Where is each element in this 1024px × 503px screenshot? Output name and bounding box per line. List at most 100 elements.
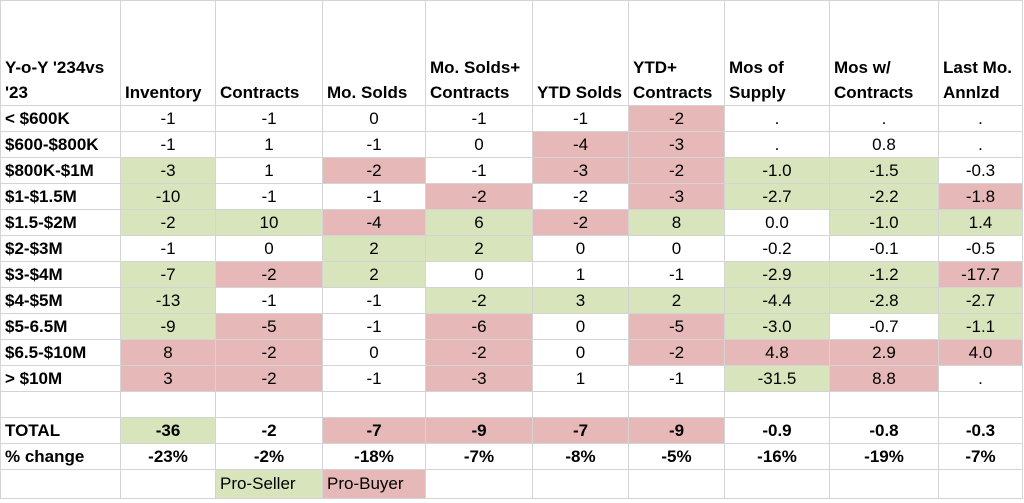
empty-cell xyxy=(120,469,216,499)
data-cell: -19% xyxy=(829,443,939,470)
data-cell: -3 xyxy=(532,157,629,184)
data-cell: 1 xyxy=(215,157,323,184)
data-cell: 2 xyxy=(322,235,426,262)
data-cell: 4.8 xyxy=(724,339,830,366)
data-cell: -0.1 xyxy=(829,235,939,262)
data-cell: -9 xyxy=(628,417,725,444)
data-cell: -2 xyxy=(215,365,323,392)
data-cell: -7 xyxy=(532,417,629,444)
empty-cell xyxy=(532,469,629,499)
data-cell: 0.0 xyxy=(724,209,830,236)
data-cell: 10 xyxy=(215,209,323,236)
data-cell: -5 xyxy=(628,313,725,340)
data-cell: -7 xyxy=(322,417,426,444)
data-cell: -1 xyxy=(215,105,323,132)
data-cell: -1 xyxy=(120,131,216,158)
data-cell: . xyxy=(724,131,830,158)
legend-pro-buyer: Pro-Buyer xyxy=(322,469,426,499)
empty-cell xyxy=(425,469,533,499)
empty-cell xyxy=(0,469,121,499)
data-cell: 0 xyxy=(532,339,629,366)
data-cell: -2 xyxy=(628,105,725,132)
data-cell: -2.8 xyxy=(829,287,939,314)
empty-cell xyxy=(829,469,939,499)
empty-cell xyxy=(628,391,725,418)
data-cell: -4.4 xyxy=(724,287,830,314)
data-cell: 1 xyxy=(532,365,629,392)
data-cell: -2 xyxy=(215,261,323,288)
data-cell: -4 xyxy=(532,131,629,158)
empty-cell xyxy=(724,469,830,499)
header-cell: Mo. Solds xyxy=(322,0,426,106)
data-cell: -18% xyxy=(322,443,426,470)
empty-cell xyxy=(724,391,830,418)
data-cell: -1.1 xyxy=(938,313,1023,340)
row-label: TOTAL xyxy=(0,417,121,444)
data-cell: -0.3 xyxy=(938,157,1023,184)
table-row: < $600K -1 -1 0 -1 -1 -2... xyxy=(0,105,1023,132)
empty-cell xyxy=(322,391,426,418)
row-label: > $10M xyxy=(0,365,121,392)
table-row: $6.5-$10M 8 -2 0 -2 0 -2 4.8 2.9 4.0 xyxy=(0,339,1023,366)
data-cell: 0.8 xyxy=(829,131,939,158)
data-cell: -7% xyxy=(938,443,1023,470)
table-row: $600-$800K -1 1 -1 0 -4 -3. 0.8. xyxy=(0,131,1023,158)
header-cell: Mos of Supply xyxy=(724,0,830,106)
data-cell: -3 xyxy=(425,365,533,392)
data-cell: -17.7 xyxy=(938,261,1023,288)
data-cell: -2 xyxy=(215,417,323,444)
header-cell: YTD+ Contracts xyxy=(628,0,725,106)
data-cell: -36 xyxy=(120,417,216,444)
header-cell: Last Mo. Annlzd xyxy=(938,0,1023,106)
data-cell: -1 xyxy=(628,365,725,392)
data-cell: -1 xyxy=(532,105,629,132)
row-label: $4-$5M xyxy=(0,287,121,314)
table-row: $800K-$1M -3 1 -2 -1 -3 -2 -1.0 -1.5 -0.3 xyxy=(0,157,1023,184)
row-label: $1.5-$2M xyxy=(0,209,121,236)
data-cell: -1 xyxy=(120,235,216,262)
data-cell: 1.4 xyxy=(938,209,1023,236)
data-cell: -1 xyxy=(120,105,216,132)
data-cell: -2 xyxy=(628,157,725,184)
table-row: $4-$5M -13 -1 -1 -2 3 2 -4.4 -2.8 -2.7 xyxy=(0,287,1023,314)
header-row: Y-o-Y '234vs '23 Inventory Contracts Mo.… xyxy=(0,0,1023,106)
data-cell: -1 xyxy=(215,287,323,314)
row-label: $5-6.5M xyxy=(0,313,121,340)
data-cell: -0.5 xyxy=(938,235,1023,262)
table-row: TOTAL -36 -2 -7 -9 -7 -9 -0.9 -0.8 -0.3 xyxy=(0,417,1023,444)
table-row: $1.5-$2M -2 10 -4 6 -2 8 0.0 -1.0 1.4 xyxy=(0,209,1023,236)
data-cell: -8% xyxy=(532,443,629,470)
header-cell: Contracts xyxy=(215,0,323,106)
row-label: $600-$800K xyxy=(0,131,121,158)
data-cell: -0.7 xyxy=(829,313,939,340)
row-label: $800K-$1M xyxy=(0,157,121,184)
data-cell: -1 xyxy=(322,183,426,210)
data-cell: -2 xyxy=(532,183,629,210)
empty-cell xyxy=(120,391,216,418)
data-cell: 0 xyxy=(532,313,629,340)
data-cell: 6 xyxy=(425,209,533,236)
data-cell: 2 xyxy=(425,235,533,262)
header-cell: Inventory xyxy=(120,0,216,106)
data-cell: -2.2 xyxy=(829,183,939,210)
data-cell: -13 xyxy=(120,287,216,314)
data-cell: 0 xyxy=(322,339,426,366)
empty-cell xyxy=(215,391,323,418)
empty-cell xyxy=(532,391,629,418)
data-cell: -3 xyxy=(628,183,725,210)
data-cell: 2.9 xyxy=(829,339,939,366)
data-cell: -1 xyxy=(425,157,533,184)
data-cell: -9 xyxy=(120,313,216,340)
legend-row: Pro-Seller Pro-Buyer xyxy=(0,469,1023,499)
data-cell: -3.0 xyxy=(724,313,830,340)
data-cell: 1 xyxy=(532,261,629,288)
data-cell: -2% xyxy=(215,443,323,470)
empty-cell xyxy=(938,391,1023,418)
data-cell: 3 xyxy=(120,365,216,392)
table-row: $3-$4M -7 -2 2 0 1 -1 -2.9 -1.2 -17.7 xyxy=(0,261,1023,288)
data-cell: -3 xyxy=(628,131,725,158)
data-cell: -7% xyxy=(425,443,533,470)
data-cell: -2.7 xyxy=(724,183,830,210)
data-cell: -2 xyxy=(215,339,323,366)
table-row: > $10M 3 -2 -1 -3 1 -1 -31.5 8.8. xyxy=(0,365,1023,392)
